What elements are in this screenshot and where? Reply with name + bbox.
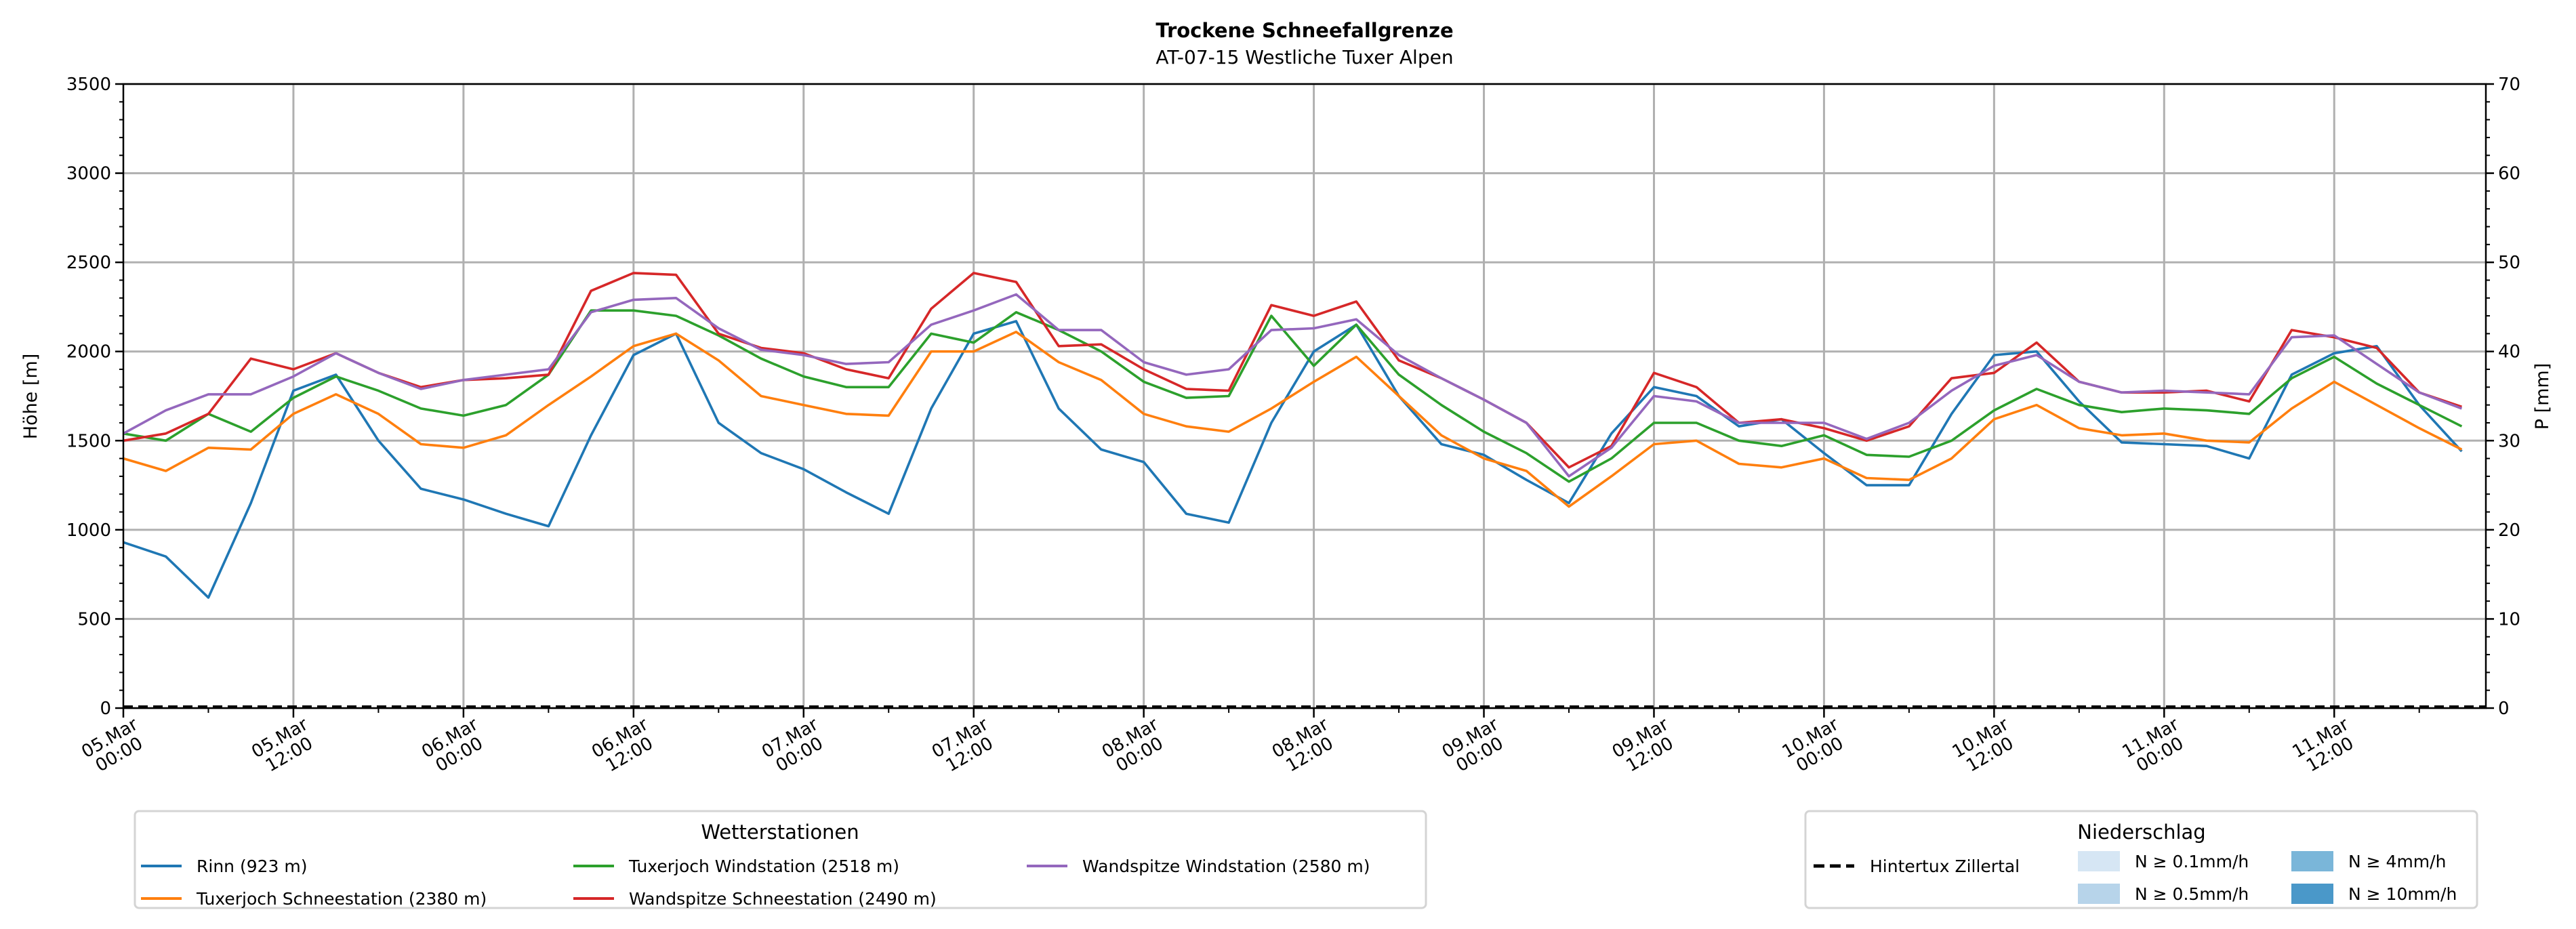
y-right-tick-label: 60 xyxy=(2498,164,2520,184)
y-tick-label: 3500 xyxy=(66,75,111,95)
y-right-tick-label: 20 xyxy=(2498,520,2520,541)
chart-title: Trockene Schneefallgrenze xyxy=(1156,19,1453,42)
legend-precip-label-2: N ≥ 4mm/h xyxy=(2348,852,2446,871)
legend-stations-frame xyxy=(134,810,1427,909)
legend-stations-title: Wetterstationen xyxy=(701,821,859,844)
series-line-4 xyxy=(123,293,2463,478)
y-right-tick-label: 40 xyxy=(2498,342,2520,363)
plot-frame xyxy=(122,83,2487,709)
chart-subtitle: AT-07-15 Westliche Tuxer Alpen xyxy=(1156,46,1453,68)
legend-label-1: Tuxerjoch Schneestation (2380 m) xyxy=(196,889,487,909)
series-line-3 xyxy=(123,272,2462,469)
series-line-1 xyxy=(123,330,2463,508)
legend-precip-patch-3 xyxy=(2291,884,2333,904)
y-tick-label: 0 xyxy=(100,699,111,719)
grid xyxy=(123,83,2486,709)
legend-stations: Wetterstationen Rinn (923 m) Tuxerjoch Sc… xyxy=(134,810,1427,909)
y-right-tick-label: 70 xyxy=(2498,75,2520,95)
series-line-0 xyxy=(123,320,2463,599)
y-axis-right-label: P [mm] xyxy=(2532,363,2553,430)
legend-precip: Niederschlag Hintertux Zillertal N ≥ 0.1… xyxy=(1804,810,2478,909)
y-tick-label: 1000 xyxy=(66,520,111,541)
y-tick-label: 3000 xyxy=(66,164,111,184)
y-tick-label: 500 xyxy=(77,609,111,629)
legend-label-4: Wandspitze Windstation (2580 m) xyxy=(1082,856,1370,876)
legend-label-2: Tuxerjoch Windstation (2518 m) xyxy=(628,856,899,876)
legend-precip-label-0: N ≥ 0.1mm/h xyxy=(2135,852,2249,871)
legend-precip-title: Niederschlag xyxy=(2077,821,2205,844)
legend-precip-patch-0 xyxy=(2078,851,2120,871)
legend-precip-label-3: N ≥ 10mm/h xyxy=(2348,884,2457,904)
y-tick-label: 2000 xyxy=(66,342,111,363)
y-right-tick-label: 30 xyxy=(2498,431,2520,451)
y-right-tick-label: 50 xyxy=(2498,253,2520,273)
series-lines xyxy=(123,272,2486,708)
y-right-tick-label: 10 xyxy=(2498,609,2520,629)
legend-label-hintertux: Hintertux Zillertal xyxy=(1870,856,2020,876)
legend-precip-patch-2 xyxy=(2291,851,2333,871)
series-line-2 xyxy=(123,309,2463,483)
y-tick-label: 2500 xyxy=(66,253,111,273)
legend-label-0: Rinn (923 m) xyxy=(197,856,307,876)
y-right-tick-label: 0 xyxy=(2498,699,2510,719)
legend-label-3: Wandspitze Schneestation (2490 m) xyxy=(629,889,937,909)
axes: 0 500 1000 1500 2000 2500 3000 3500 0 10 20 30 40 50 6… xyxy=(66,75,2520,777)
y-tick-label: 1500 xyxy=(66,431,111,451)
y-axis-label: Höhe [m] xyxy=(20,354,41,440)
legend-precip-label-1: N ≥ 0.5mm/h xyxy=(2135,884,2249,904)
legend-precip-patch-1 xyxy=(2078,884,2120,904)
